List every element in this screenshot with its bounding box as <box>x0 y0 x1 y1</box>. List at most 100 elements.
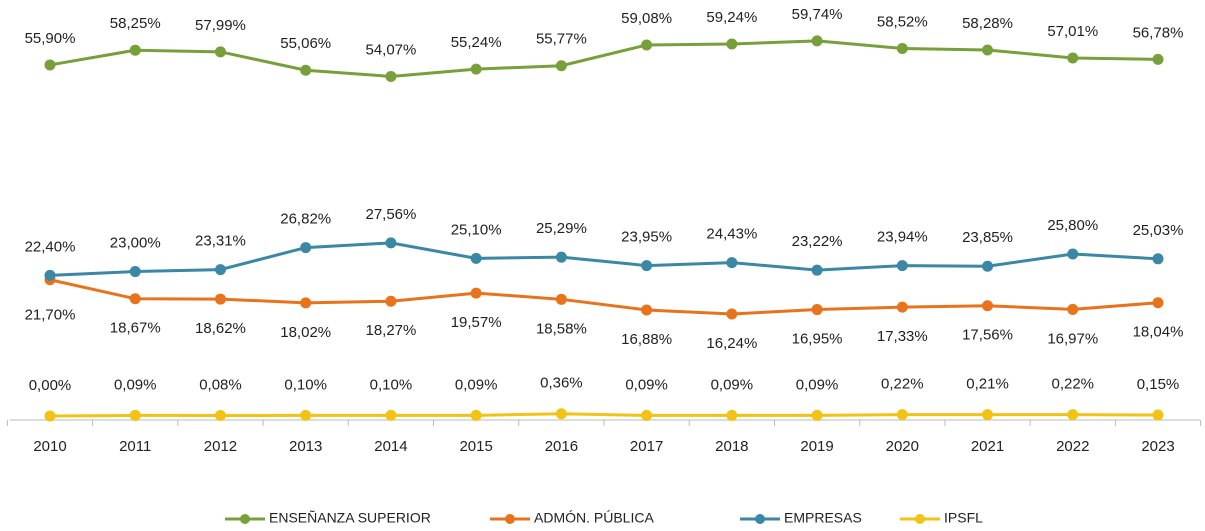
data-label: 0,21% <box>966 376 1009 393</box>
data-label: 25,03% <box>1133 222 1184 239</box>
data-label: 0,22% <box>881 376 924 393</box>
data-point <box>385 237 397 249</box>
data-point <box>129 409 141 421</box>
data-point <box>1152 297 1164 309</box>
data-point <box>811 304 823 316</box>
data-point <box>214 264 226 276</box>
x-tick-label: 2022 <box>1056 438 1089 455</box>
data-point <box>44 410 56 422</box>
data-point <box>811 35 823 47</box>
data-point <box>129 266 141 278</box>
data-label: 23,85% <box>962 229 1013 246</box>
data-point <box>470 252 482 264</box>
x-tick-label: 2017 <box>630 438 663 455</box>
x-tick-label: 2018 <box>715 438 748 455</box>
data-label: 23,00% <box>110 235 161 252</box>
data-point <box>896 301 908 313</box>
data-label: 18,58% <box>536 320 587 337</box>
data-point <box>726 257 738 269</box>
x-tick-label: 2016 <box>545 438 578 455</box>
data-point <box>470 409 482 421</box>
x-tick-label: 2010 <box>33 438 66 455</box>
x-tick-label: 2014 <box>374 438 407 455</box>
data-label: 59,74% <box>792 6 843 23</box>
data-point <box>896 260 908 272</box>
data-point <box>1067 52 1079 64</box>
data-point <box>641 39 653 51</box>
data-label: 0,09% <box>796 376 839 393</box>
data-label: 18,67% <box>110 320 161 337</box>
data-label: 57,01% <box>1047 23 1098 40</box>
data-label: 22,40% <box>25 238 76 255</box>
data-point <box>129 293 141 305</box>
data-label: 17,33% <box>877 328 928 345</box>
x-tick-label: 2021 <box>971 438 1004 455</box>
data-label: 16,88% <box>621 331 672 348</box>
data-point <box>470 63 482 75</box>
data-point <box>385 409 397 421</box>
data-point <box>214 46 226 58</box>
series-line <box>49 278 1159 316</box>
data-label: 58,52% <box>877 13 928 30</box>
data-label: 55,77% <box>536 31 587 48</box>
data-label: 0,08% <box>199 376 242 393</box>
data-label: 55,06% <box>280 35 331 52</box>
data-label: 18,62% <box>195 320 246 337</box>
x-tick-label: 2013 <box>289 438 322 455</box>
legend-label: EMPRESAS <box>784 510 862 526</box>
data-label: 0,15% <box>1137 376 1180 393</box>
data-label: 25,29% <box>536 220 587 237</box>
data-point <box>470 287 482 299</box>
data-point <box>1067 248 1079 260</box>
data-label: 59,08% <box>621 10 672 27</box>
data-label: 0,09% <box>711 376 754 393</box>
data-point <box>300 64 312 76</box>
data-point <box>726 38 738 50</box>
data-point <box>982 260 994 272</box>
data-point <box>44 59 56 71</box>
data-label: 25,10% <box>451 221 502 238</box>
data-label: 0,09% <box>455 376 498 393</box>
data-label: 18,04% <box>1133 324 1184 341</box>
data-point <box>555 60 567 72</box>
data-label: 24,43% <box>706 226 757 243</box>
data-point <box>214 409 226 421</box>
x-tick-label: 2015 <box>459 438 492 455</box>
data-label: 55,90% <box>25 30 76 47</box>
data-label: 19,57% <box>451 314 502 331</box>
data-label: 56,78% <box>1133 24 1184 41</box>
series-line <box>49 241 1159 277</box>
data-label: 16,95% <box>792 331 843 348</box>
data-point <box>896 409 908 421</box>
data-point <box>726 409 738 421</box>
data-point <box>1067 409 1079 421</box>
data-point <box>896 42 908 54</box>
data-point <box>982 409 994 421</box>
x-tick-label: 2012 <box>204 438 237 455</box>
legend-label: ENSEÑANZA SUPERIOR <box>269 510 431 526</box>
data-point <box>555 408 567 420</box>
data-label: 18,27% <box>365 322 416 339</box>
data-point <box>811 264 823 276</box>
x-tick-label: 2011 <box>119 438 151 455</box>
data-point <box>129 44 141 56</box>
data-label: 0,22% <box>1051 376 1094 393</box>
legend-label: ADMÓN. PÚBLICA <box>534 510 654 526</box>
data-label: 0,36% <box>540 375 583 392</box>
x-tick-label: 2023 <box>1141 438 1174 455</box>
data-point <box>300 409 312 421</box>
data-label: 25,80% <box>1047 217 1098 234</box>
data-label: 58,28% <box>962 15 1013 32</box>
x-tick-label: 2019 <box>800 438 833 455</box>
data-label: 58,25% <box>110 15 161 32</box>
data-label: 59,24% <box>706 9 757 26</box>
data-point <box>811 409 823 421</box>
data-label: 27,56% <box>365 206 416 223</box>
data-label: 17,56% <box>962 327 1013 344</box>
data-point <box>555 251 567 263</box>
legend-swatch <box>240 514 250 524</box>
data-label: 0,10% <box>370 376 413 393</box>
data-label: 0,09% <box>114 376 157 393</box>
data-point <box>300 242 312 254</box>
